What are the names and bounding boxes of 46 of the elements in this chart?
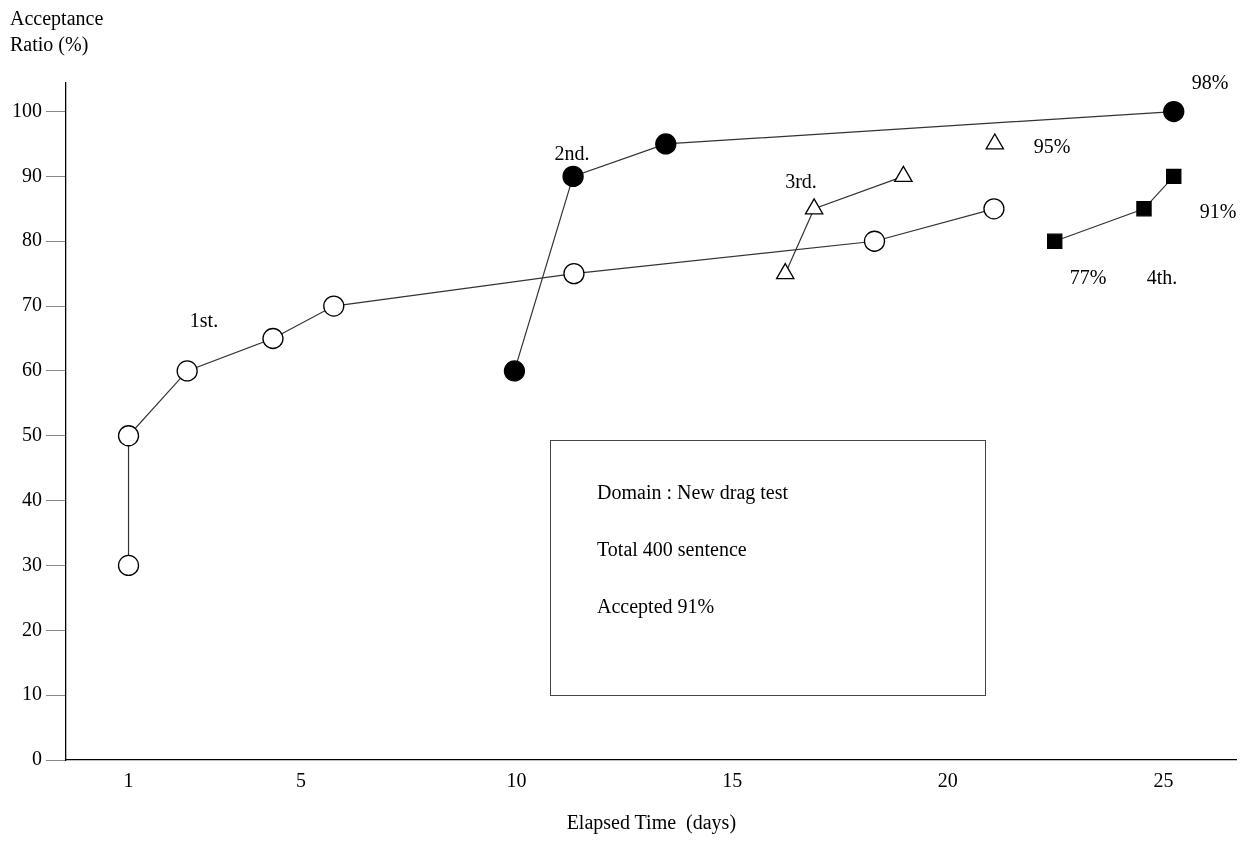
annotation: Domain : New drag test: [597, 481, 790, 504]
y-tick-label: 50: [22, 423, 42, 446]
note-box: Domain : New drag test Total 400 sentence Accepted 91%: [550, 440, 986, 696]
annotation: Accepted 91%: [597, 595, 716, 618]
x-tick-label: 20: [937, 769, 958, 792]
point: [1166, 168, 1182, 185]
y-tick-label: 30: [22, 552, 42, 575]
x-tick-label: 15: [722, 769, 743, 792]
y-tick-label: 20: [22, 617, 42, 640]
point: [323, 295, 345, 317]
y-tick-label: 70: [22, 293, 42, 316]
x-tick-label: 10: [506, 769, 527, 792]
annotation: 2nd.: [554, 142, 590, 165]
y-tick-label: 100: [12, 98, 42, 121]
y-tick-label: 0: [32, 747, 42, 770]
x-axis-title: Elapsed Time (days): [566, 811, 737, 835]
annotation: 4th.: [1146, 266, 1178, 289]
point: [655, 133, 677, 155]
annotation: 98%: [1191, 71, 1229, 94]
point: [1047, 233, 1063, 249]
point: [563, 263, 585, 285]
x-tick-label: 25: [1153, 769, 1174, 792]
point: [1136, 201, 1152, 217]
y-tick-label: 60: [22, 358, 42, 381]
y-axis-title: Acceptance Ratio (%): [10, 7, 104, 57]
point: [863, 230, 886, 252]
y-tick-label: 10: [22, 682, 42, 705]
y-tick-label: 90: [22, 163, 42, 186]
annotation: 91%: [1199, 200, 1237, 223]
y-tick-label: 40: [22, 487, 42, 510]
point: [1163, 100, 1185, 123]
point: [117, 425, 140, 447]
x-tick-label: 1: [123, 769, 134, 792]
point: [562, 165, 584, 188]
point: [117, 554, 140, 577]
annotation: 95%: [1033, 135, 1071, 158]
annotation: 1st.: [189, 309, 219, 332]
point: [503, 360, 526, 382]
annotation: 3rd.: [785, 170, 817, 193]
y-tick-label: 80: [22, 228, 42, 251]
point: [176, 360, 198, 382]
annotation: Total 400 sentence: [597, 538, 748, 561]
point: [983, 198, 1005, 220]
annotation: 77%: [1069, 266, 1107, 289]
point: [262, 327, 284, 350]
x-tick-label: 5: [296, 769, 306, 792]
